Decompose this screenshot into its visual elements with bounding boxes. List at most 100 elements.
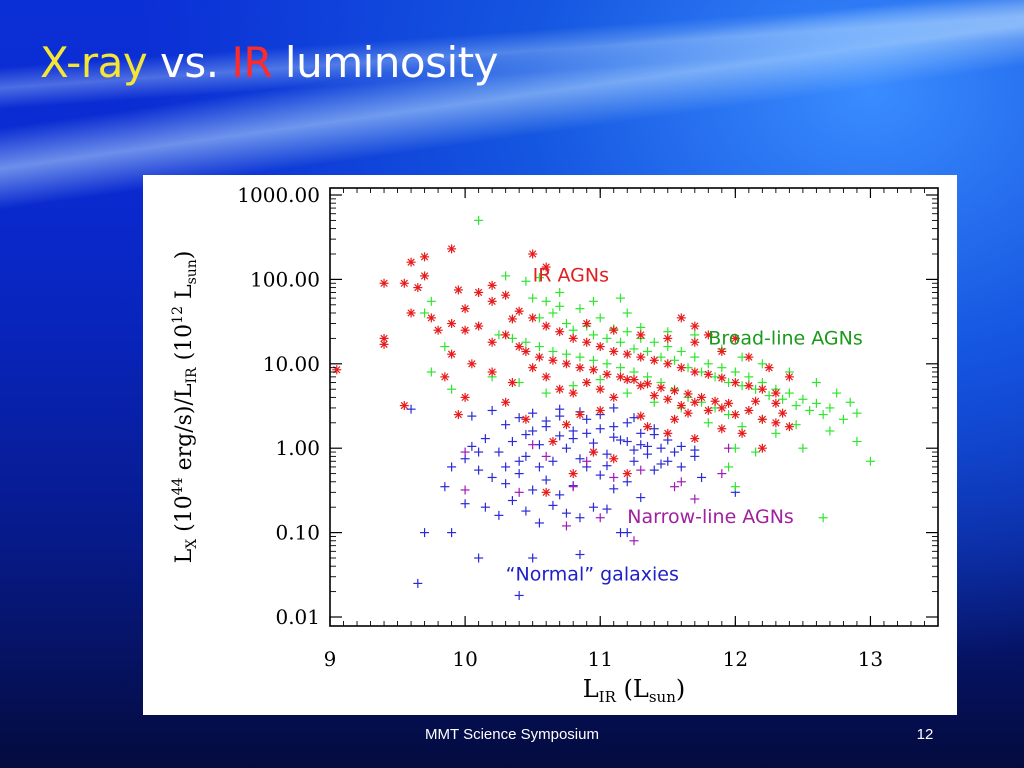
- data-point: [440, 482, 450, 492]
- data-point: [514, 590, 524, 600]
- data-point: [480, 434, 490, 444]
- data-point: [595, 405, 605, 415]
- data-point: [507, 333, 517, 343]
- data-point: [474, 287, 484, 297]
- data-points: [332, 215, 875, 600]
- data-point: [588, 330, 598, 340]
- data-point: [406, 257, 416, 267]
- data-point: [703, 359, 713, 369]
- data-point: [703, 369, 713, 379]
- data-point: [636, 428, 646, 438]
- data-point: [629, 344, 639, 354]
- data-point: [501, 479, 511, 489]
- data-point: [643, 422, 653, 432]
- y-tick-label: 100.00: [250, 267, 320, 291]
- data-point: [710, 396, 720, 406]
- data-point: [676, 477, 686, 487]
- data-point: [474, 321, 484, 331]
- data-point: [507, 378, 517, 388]
- data-point: [507, 437, 517, 447]
- data-point: [514, 413, 524, 423]
- data-point: [521, 414, 531, 424]
- data-point: [744, 352, 754, 362]
- data-point: [602, 461, 612, 471]
- data-point: [636, 411, 646, 421]
- data-point: [825, 426, 835, 436]
- data-point: [663, 359, 673, 369]
- data-point: [582, 428, 592, 438]
- x-tick-label: 12: [723, 647, 748, 671]
- data-point: [595, 313, 605, 323]
- data-point: [440, 342, 450, 352]
- data-point: [453, 285, 463, 295]
- data-point: [521, 451, 531, 461]
- data-point: [494, 447, 504, 457]
- data-point: [521, 276, 531, 286]
- x-axis-title: LIR (Lsun): [583, 675, 686, 706]
- data-point: [447, 319, 457, 329]
- data-point: [791, 401, 801, 411]
- data-point: [717, 346, 727, 356]
- data-point: [595, 470, 605, 480]
- data-point: [588, 438, 598, 448]
- data-point: [764, 363, 774, 373]
- data-point: [629, 536, 639, 546]
- data-point: [595, 424, 605, 434]
- data-point: [670, 386, 680, 396]
- data-point: [548, 437, 558, 447]
- data-point: [487, 296, 497, 306]
- data-point: [703, 418, 713, 428]
- title-part-3: luminosity: [272, 38, 499, 87]
- data-point: [602, 449, 612, 459]
- data-point: [582, 414, 592, 424]
- data-point: [690, 337, 700, 347]
- data-point: [426, 296, 436, 306]
- data-point: [406, 308, 416, 318]
- data-point: [447, 244, 457, 254]
- data-point: [568, 482, 578, 492]
- data-point: [528, 363, 538, 373]
- data-point: [528, 426, 538, 436]
- data-point: [453, 410, 463, 420]
- data-point: [690, 321, 700, 331]
- data-point: [541, 321, 551, 331]
- data-point: [541, 262, 551, 272]
- data-point: [467, 411, 477, 421]
- data-point: [548, 346, 558, 356]
- data-point: [501, 330, 511, 340]
- data-point: [555, 490, 565, 500]
- data-point: [656, 459, 666, 469]
- annotation-label: “Normal” galaxies: [506, 564, 679, 586]
- data-point: [474, 553, 484, 563]
- data-point: [521, 430, 531, 440]
- data-point: [811, 398, 821, 408]
- data-point: [447, 462, 457, 472]
- data-point: [663, 456, 673, 466]
- x-tick-label: 13: [858, 647, 883, 671]
- data-point: [636, 440, 646, 450]
- data-point: [643, 346, 653, 356]
- data-point: [595, 375, 605, 385]
- data-point: [548, 456, 558, 466]
- data-point: [757, 384, 767, 394]
- data-point: [751, 396, 761, 406]
- data-point: [588, 355, 598, 365]
- data-point: [690, 352, 700, 362]
- data-point: [413, 578, 423, 588]
- data-point: [784, 422, 794, 432]
- data-point: [737, 428, 747, 438]
- data-point: [609, 472, 619, 482]
- annotation-label: Narrow-line AGNs: [627, 506, 794, 528]
- data-point: [555, 301, 565, 311]
- data-point: [460, 325, 470, 335]
- data-point: [683, 389, 693, 399]
- data-point: [609, 454, 619, 464]
- annotation-label: Broad-line AGNs: [708, 327, 862, 349]
- data-point: [447, 384, 457, 394]
- data-point: [771, 428, 781, 438]
- data-point: [568, 325, 578, 335]
- data-point: [602, 504, 612, 514]
- slide-title: X-ray vs. IR luminosity: [40, 38, 498, 87]
- data-point: [588, 296, 598, 306]
- data-point: [622, 528, 632, 538]
